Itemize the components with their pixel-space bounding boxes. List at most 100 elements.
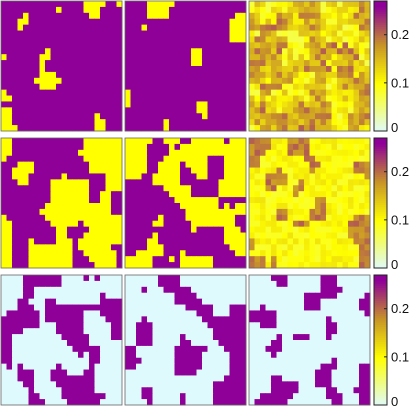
heatmap-cell — [315, 149, 321, 157]
heatmap-cell — [39, 77, 46, 85]
heatmap-cell — [293, 220, 299, 228]
heatmap-cell — [180, 6, 186, 14]
heatmap-cell — [56, 399, 62, 406]
heatmap-cell — [6, 60, 13, 67]
heatmap-cell — [260, 125, 266, 132]
heatmap-cell — [353, 369, 360, 376]
heatmap-cell — [191, 369, 197, 376]
heatmap-cell — [293, 30, 299, 37]
heatmap-panel-r2-c2 — [124, 137, 247, 269]
heatmap-cell — [342, 95, 349, 102]
heatmap-cell — [348, 1, 354, 8]
heatmap-cell — [287, 262, 294, 269]
heatmap-cell — [105, 89, 112, 96]
heatmap-cell — [207, 310, 214, 317]
heatmap-cell — [39, 238, 46, 245]
heatmap-cell — [337, 369, 343, 376]
heatmap-cell — [169, 256, 175, 263]
heatmap-cell — [67, 18, 73, 26]
heatmap-cell — [342, 54, 349, 61]
heatmap-cell — [348, 399, 354, 406]
heatmap-cell — [180, 292, 186, 300]
heatmap-cell — [147, 351, 153, 359]
heatmap-cell — [23, 191, 29, 198]
heatmap-cell — [207, 60, 214, 67]
heatmap-cell — [207, 197, 214, 204]
heatmap-cell — [287, 149, 294, 157]
heatmap-cell — [287, 310, 294, 317]
heatmap-cell — [293, 60, 299, 67]
heatmap-cell — [348, 66, 354, 73]
heatmap-cell — [111, 155, 117, 163]
heatmap-cell — [50, 18, 57, 26]
heatmap-cell — [72, 179, 79, 186]
heatmap-cell — [309, 107, 316, 114]
heatmap-cell — [271, 393, 277, 400]
heatmap-cell — [163, 351, 170, 359]
heatmap-cell — [309, 6, 316, 14]
heatmap-cell — [169, 107, 175, 114]
heatmap-cell — [180, 256, 186, 263]
heatmap-cell — [348, 208, 354, 216]
heatmap-cell — [6, 322, 13, 329]
heatmap-cell — [94, 107, 101, 114]
heatmap-cell — [6, 155, 13, 163]
heatmap-cell — [235, 232, 241, 239]
heatmap-cell — [34, 351, 40, 359]
heatmap-cell — [61, 138, 68, 145]
heatmap-cell — [265, 66, 272, 73]
heatmap-cell — [17, 149, 24, 157]
heatmap-cell — [61, 208, 68, 216]
heatmap-cell — [1, 369, 7, 376]
heatmap-cell — [364, 375, 371, 382]
heatmap-cell — [298, 399, 305, 406]
heatmap-cell — [89, 155, 95, 163]
heatmap-cell — [1, 89, 7, 96]
colorbar-row-2: 00.10.2 — [373, 137, 409, 272]
colorbar-segment — [374, 74, 387, 78]
heatmap-cell — [105, 107, 112, 114]
colorbar-tick-label: 0.2 — [391, 27, 409, 42]
heatmap-cell — [191, 42, 197, 49]
heatmap-cell — [111, 191, 117, 198]
heatmap-cell — [342, 334, 349, 341]
heatmap-cell — [158, 107, 164, 114]
heatmap-cell — [364, 256, 371, 263]
heatmap-cell — [136, 95, 142, 102]
heatmap-cell — [163, 83, 170, 91]
heatmap-cell — [213, 298, 219, 305]
heatmap-cell — [94, 143, 101, 151]
heatmap-cell — [364, 30, 371, 37]
heatmap-cell — [309, 66, 316, 73]
heatmap-cell — [147, 250, 153, 257]
heatmap-cell — [276, 54, 283, 61]
heatmap-cell — [163, 357, 170, 365]
heatmap-cell — [191, 244, 197, 251]
heatmap-cell — [218, 173, 225, 180]
heatmap-cell — [229, 101, 236, 108]
heatmap-cell — [249, 12, 255, 20]
heatmap-cell — [213, 173, 219, 180]
heatmap-cell — [202, 203, 208, 210]
heatmap-cell — [147, 280, 153, 288]
heatmap-cell — [28, 220, 35, 228]
heatmap-cell — [163, 66, 170, 73]
heatmap-cell — [353, 322, 360, 329]
heatmap-cell — [158, 310, 164, 317]
heatmap-cell — [271, 125, 277, 132]
heatmap-cell — [78, 375, 84, 382]
heatmap-cell — [45, 71, 51, 79]
heatmap-cell — [174, 345, 181, 353]
colorbar-segment — [374, 263, 387, 267]
heatmap-cell — [240, 77, 247, 85]
heatmap-cell — [105, 220, 112, 228]
heatmap-cell — [320, 95, 327, 102]
heatmap-cell — [111, 334, 117, 341]
heatmap-cell — [249, 322, 255, 329]
heatmap-cell — [224, 95, 230, 102]
heatmap-cell — [163, 30, 170, 37]
heatmap-cell — [353, 275, 360, 282]
heatmap-cell — [287, 66, 294, 73]
heatmap-cell — [89, 316, 95, 323]
heatmap-cell — [83, 107, 90, 114]
